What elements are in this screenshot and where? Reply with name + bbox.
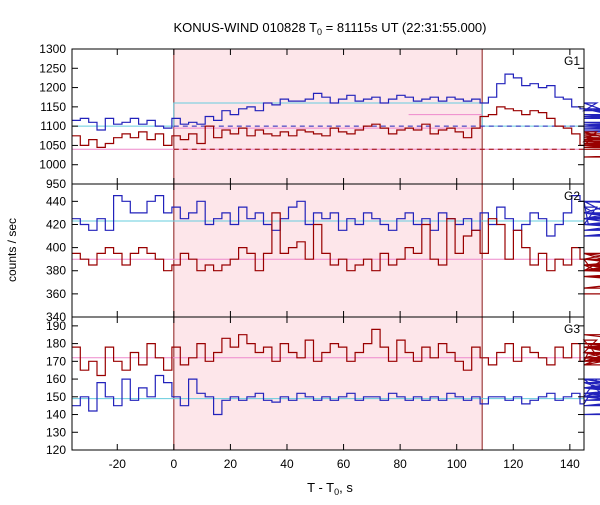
series-blue-g2 — [72, 195, 600, 237]
panel-label: G3 — [564, 322, 580, 336]
panel-label: G2 — [564, 189, 580, 203]
y-tick-label: 340 — [46, 310, 66, 324]
panel-label: G1 — [564, 54, 580, 68]
x-tick-label: 0 — [170, 457, 177, 471]
y-tick-label: 1200 — [39, 81, 66, 95]
series-blue-g3 — [72, 374, 600, 416]
title-subscript: 0 — [317, 27, 322, 37]
title-main: KONUS-WIND 010828 T — [174, 20, 318, 35]
x-tick-label: 60 — [337, 457, 351, 471]
chart-title: KONUS-WIND 010828 T0 = 81115s UT (22:31:… — [174, 20, 487, 37]
y-axis-label: counts / sec — [5, 218, 19, 282]
panels-group: 9501000105011001150120012501300G13403603… — [39, 42, 600, 471]
y-tick-label: 1250 — [39, 61, 66, 75]
y-tick-label: 1050 — [39, 138, 66, 152]
y-tick-label: 440 — [46, 194, 66, 208]
x-tick-label: 140 — [560, 457, 580, 471]
x-tick-label: 40 — [280, 457, 294, 471]
title-rest: = 81115s UT (22:31:55.000) — [322, 20, 486, 35]
y-tick-label: 420 — [46, 217, 66, 231]
y-tick-label: 190 — [46, 319, 66, 333]
y-tick-label: 150 — [46, 390, 66, 404]
series-blue-g1 — [72, 73, 600, 133]
series-red-g2 — [72, 212, 600, 295]
x-label-main: T - T — [307, 480, 334, 495]
y-tick-label: 1300 — [39, 42, 66, 56]
panel-frame — [71, 316, 585, 451]
panel-g2: 340 360 380 400 420 440 G2 — [46, 183, 600, 324]
panel-g3: 120 130 140 150 160 170 180 190 G3 — [46, 316, 600, 457]
burst-interval-shade — [173, 49, 483, 184]
series-red-g1 — [72, 106, 600, 158]
y-tick-label: 180 — [46, 337, 66, 351]
y-tick-label: 120 — [46, 443, 66, 457]
x-tick-label: 80 — [393, 457, 407, 471]
y-tick-label: 1100 — [40, 119, 66, 133]
x-tick-label: 20 — [224, 457, 238, 471]
y-tick-label: 130 — [46, 425, 66, 439]
y-tick-label: 400 — [46, 241, 66, 255]
burst-interval-shade — [173, 317, 483, 450]
y-tick-label: 1000 — [39, 158, 66, 172]
y-tick-label: 1150 — [40, 100, 66, 114]
x-tick-label: 120 — [503, 457, 523, 471]
series-red-g3 — [72, 328, 600, 377]
y-tick-label: 140 — [46, 408, 66, 422]
y-tick-label: 950 — [46, 177, 66, 191]
y-tick-label: 360 — [46, 287, 66, 301]
x-label-rest: , s — [339, 480, 353, 495]
x-tick-label: -20 — [109, 457, 127, 471]
y-tick-label: 170 — [46, 354, 66, 368]
x-axis-label: T - T0, s — [307, 480, 353, 497]
x-label-subscript: 0 — [334, 487, 339, 497]
y-tick-label: 160 — [46, 372, 66, 386]
burst-interval-shade — [173, 184, 483, 317]
y-tick-label: 380 — [46, 264, 66, 278]
panel-g1: 950 1000 1050 1100 1150 1200 1250 1300 G1 — [39, 42, 600, 191]
x-tick-label: 100 — [447, 457, 467, 471]
